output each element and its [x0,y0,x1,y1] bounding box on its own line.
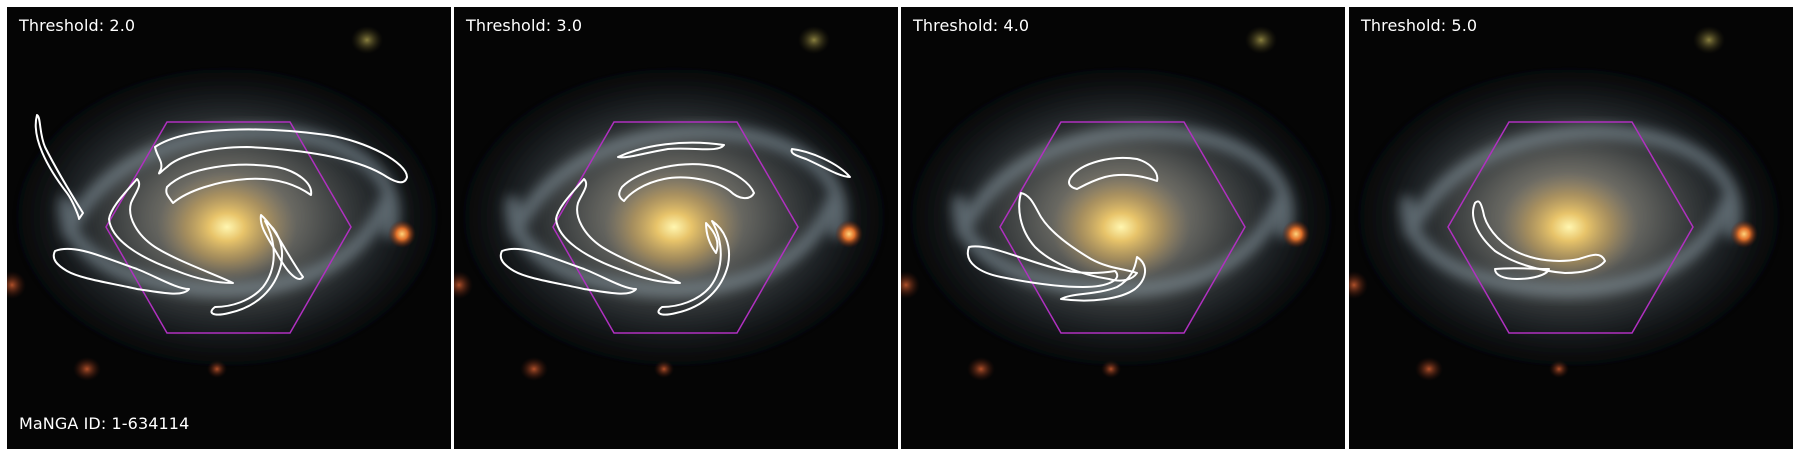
threshold-label: Threshold: 3.0 [466,16,583,35]
galaxy-image [1349,7,1793,449]
galaxy-image [7,7,451,449]
manga-ifu-hexagon [1447,121,1694,334]
panel-threshold-4: Threshold: 4.0 [901,7,1345,449]
threshold-label: Threshold: 5.0 [1361,16,1478,35]
manga-ifu-hexagon [999,121,1246,334]
threshold-label: Threshold: 2.0 [19,16,136,35]
arm-contours [966,157,1159,302]
arm-contours [499,141,851,316]
arm-contours [34,114,408,316]
threshold-label: Threshold: 4.0 [913,16,1030,35]
galaxy-image [454,7,898,449]
galaxy-image [901,7,1345,449]
galaxy-id-label: MaNGA ID: 1-634114 [19,414,190,433]
arm-contours [1472,200,1606,280]
panel-threshold-2: Threshold: 2.0 MaNGA ID: 1-634114 [7,7,451,449]
manga-ifu-hexagon [552,121,799,334]
panel-threshold-5: Threshold: 5.0 [1349,7,1793,449]
manga-ifu-hexagon [105,121,352,334]
panel-threshold-3: Threshold: 3.0 [454,7,898,449]
